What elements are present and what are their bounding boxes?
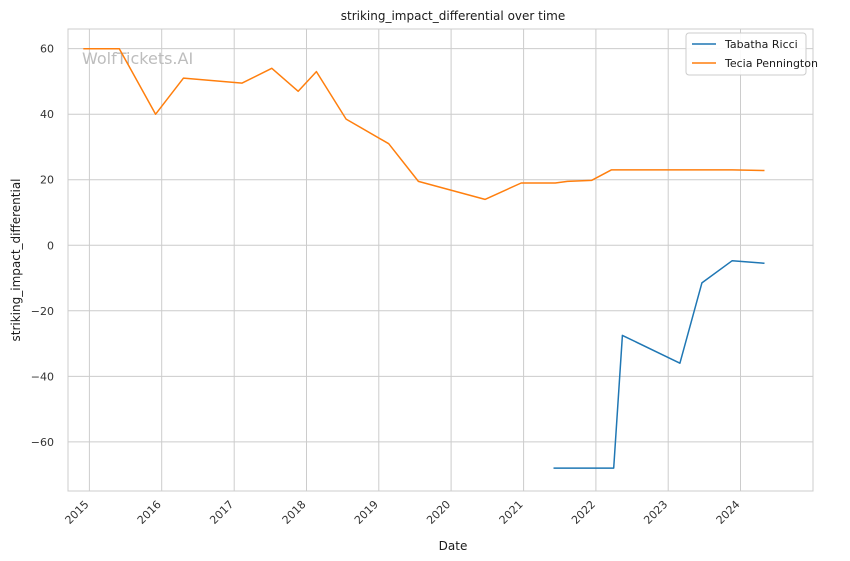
x-tick-label: 2018 [280, 498, 309, 527]
y-tick-label: 40 [40, 108, 54, 121]
x-tick-label: 2015 [63, 498, 92, 527]
x-axis-ticks: 2015 2016 2017 2018 2019 2020 2021 2022 2023 2024 [63, 498, 743, 527]
x-tick-label: 2016 [135, 498, 164, 527]
plot-frame [67, 28, 814, 492]
x-tick-label: 2020 [424, 498, 453, 527]
y-tick-label: 0 [47, 239, 54, 252]
x-tick-label: 2019 [352, 498, 381, 527]
series-lines [83, 47, 765, 469]
legend: Tabatha Ricci Tecia Pennington [685, 32, 818, 76]
x-axis-label: Date [439, 539, 468, 553]
y-tick-label: −60 [31, 436, 54, 449]
watermark: WolfTickets.AI [82, 49, 193, 68]
x-tick-label: 2023 [641, 498, 670, 527]
y-tick-label: −40 [31, 370, 54, 383]
x-tick-label: 2017 [207, 498, 236, 527]
x-tick-label: 2022 [569, 498, 598, 527]
y-axis-label: striking_impact_differential [9, 178, 23, 341]
x-tick-label: 2024 [714, 498, 743, 527]
series-line-tecia-pennington [83, 47, 765, 201]
series-line-tabatha-ricci [553, 259, 765, 469]
grid [68, 29, 813, 491]
y-tick-label: 20 [40, 174, 54, 187]
legend-label-tabatha-ricci: Tabatha Ricci [724, 38, 798, 51]
legend-label-tecia-pennington: Tecia Pennington [724, 57, 818, 70]
y-tick-label: −20 [31, 305, 54, 318]
y-tick-label: 60 [40, 43, 54, 56]
chart-title: striking_impact_differential over time [341, 9, 566, 23]
y-axis-ticks: −60 −40 −20 0 20 40 60 [31, 43, 54, 449]
x-tick-label: 2021 [497, 498, 526, 527]
